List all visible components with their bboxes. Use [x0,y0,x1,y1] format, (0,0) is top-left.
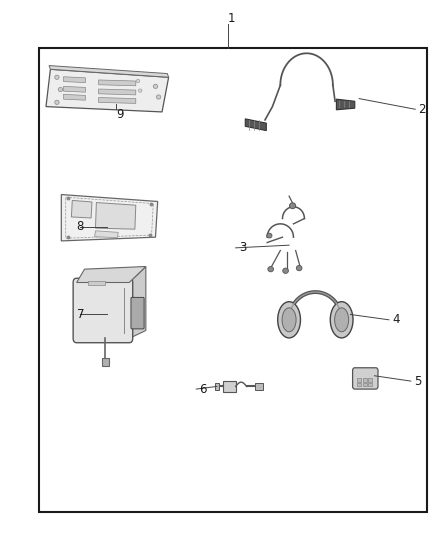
Bar [357,378,361,382]
Text: 8: 8 [77,220,84,233]
Ellipse shape [156,95,161,99]
Polygon shape [77,266,146,282]
Polygon shape [99,89,136,95]
Text: 5: 5 [414,375,421,387]
Ellipse shape [153,84,158,88]
Polygon shape [99,80,136,86]
Polygon shape [64,77,85,83]
Ellipse shape [55,75,59,79]
Ellipse shape [278,302,300,338]
Ellipse shape [290,203,296,208]
Bar [363,383,367,386]
Polygon shape [245,119,266,131]
Polygon shape [95,203,136,229]
Polygon shape [71,200,92,218]
Bar [255,383,263,390]
Ellipse shape [268,266,273,272]
Bar [357,383,361,386]
Ellipse shape [296,265,302,271]
Polygon shape [64,94,85,100]
Bar [102,358,109,366]
Bar [215,383,219,390]
Ellipse shape [267,233,272,238]
Polygon shape [129,266,146,338]
Ellipse shape [58,87,63,92]
Polygon shape [95,231,118,238]
Polygon shape [49,66,169,77]
Text: 7: 7 [77,308,84,321]
Bar [368,383,372,386]
Ellipse shape [136,79,140,83]
FancyBboxPatch shape [131,297,144,329]
Text: 1: 1 [228,12,235,25]
Polygon shape [99,98,136,103]
Ellipse shape [330,302,353,338]
Text: 3: 3 [239,241,246,254]
FancyBboxPatch shape [73,278,133,343]
Bar [363,378,367,382]
Polygon shape [46,69,169,112]
Bar [223,381,236,392]
Text: 4: 4 [392,313,399,326]
Text: 2: 2 [418,103,426,116]
FancyBboxPatch shape [353,368,378,389]
Text: 6: 6 [199,383,207,395]
Polygon shape [61,195,158,241]
Ellipse shape [282,308,296,332]
Ellipse shape [283,268,288,273]
Ellipse shape [55,100,59,104]
Bar [39,48,427,512]
Polygon shape [88,281,105,285]
Polygon shape [64,86,85,92]
Ellipse shape [138,89,142,92]
Bar [368,378,372,382]
Text: 9: 9 [116,108,124,121]
Ellipse shape [335,308,349,332]
Polygon shape [336,99,355,110]
